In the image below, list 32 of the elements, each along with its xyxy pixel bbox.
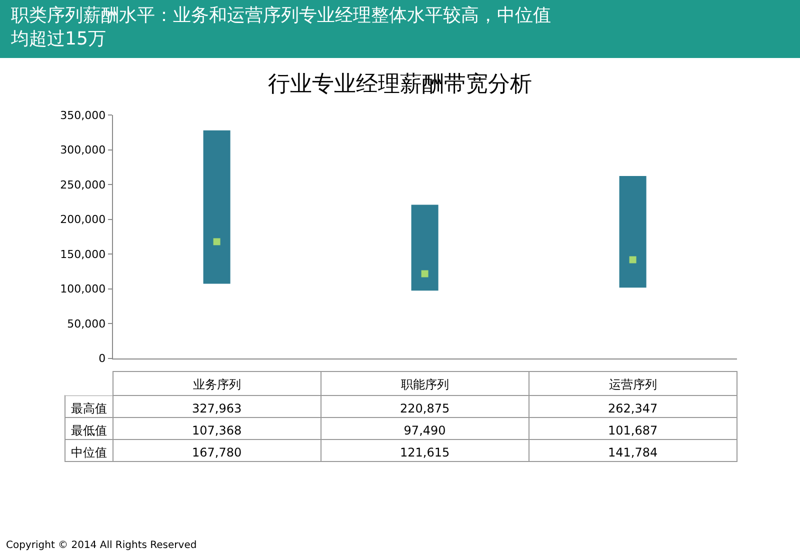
y-tick-label: 0 — [98, 352, 106, 366]
y-tick-label: 350,000 — [60, 108, 106, 122]
candlestick — [203, 130, 230, 284]
text: 167,780 — [192, 446, 242, 460]
x-tick-label: 运营序列 — [608, 378, 657, 392]
text: 最低值 — [70, 424, 107, 438]
text: 121,615 — [400, 446, 450, 460]
text: 220,875 — [400, 402, 450, 416]
point — [213, 238, 220, 246]
candlestick — [411, 204, 438, 291]
text: 141,784 — [608, 446, 658, 460]
text: 最高值 — [70, 402, 107, 416]
y-tick-label: 100,000 — [60, 282, 106, 296]
text: 97,490 — [404, 424, 446, 438]
text: 101,687 — [608, 424, 658, 438]
text: 262,347 — [608, 402, 658, 416]
x-tick-label: 职能序列 — [400, 378, 449, 392]
chart-subtitle: 行业专业经理薪酬带宽分析 — [268, 72, 532, 97]
text: Copyright © 2014 All Rights Reserved — [6, 540, 197, 551]
candlestick — [619, 176, 646, 288]
y-tick-label: 150,000 — [60, 248, 106, 261]
x-tick-label: 业务序列 — [192, 378, 241, 392]
text: 107,368 — [192, 424, 242, 438]
y-tick-label: 50,000 — [67, 317, 106, 330]
y-tick-label: 300,000 — [60, 144, 106, 157]
point — [421, 270, 428, 278]
text: 中位值 — [70, 446, 107, 460]
chart-title: 职类序列薪酬水平：业务和运营序列专业经理整体水平较高，中位值均超过15万 — [10, 5, 551, 50]
y-tick-label: 250,000 — [60, 178, 106, 192]
text: 327,963 — [192, 402, 242, 416]
y-tick-label: 200,000 — [60, 213, 106, 226]
point — [629, 256, 636, 264]
